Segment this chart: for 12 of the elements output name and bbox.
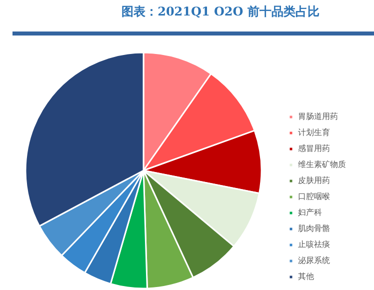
chart-title: 图表：2021Q1 O2O 前十品类占比 [122,4,320,18]
legend-label: 感冒用药 [298,143,330,154]
legend-label: 维生素矿物质 [298,159,346,170]
legend-label: 止咳祛痰 [298,239,330,250]
legend-label: 泌尿系统 [298,255,330,266]
legend-label: 肌肉骨骼 [298,223,330,234]
legend-label: 皮肤用药 [298,175,330,186]
legend-label: 胃肠道用药 [298,111,338,122]
legend-label: 计划生育 [298,127,330,138]
legend-label: 妇产科 [298,207,322,218]
legend-label: 口腔咽喉 [298,191,330,202]
legend-label: 其他 [298,271,315,282]
